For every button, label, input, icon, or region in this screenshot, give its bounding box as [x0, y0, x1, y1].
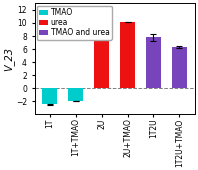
Legend: TMAO, urea, TMAO and urea: TMAO, urea, TMAO and urea	[37, 6, 112, 40]
Bar	[42, 88, 57, 104]
Bar	[146, 37, 161, 88]
Bar	[172, 47, 187, 88]
Y-axis label: V_23: V_23	[4, 47, 14, 71]
Bar	[120, 22, 135, 88]
Bar	[68, 88, 83, 101]
Bar	[94, 11, 109, 88]
